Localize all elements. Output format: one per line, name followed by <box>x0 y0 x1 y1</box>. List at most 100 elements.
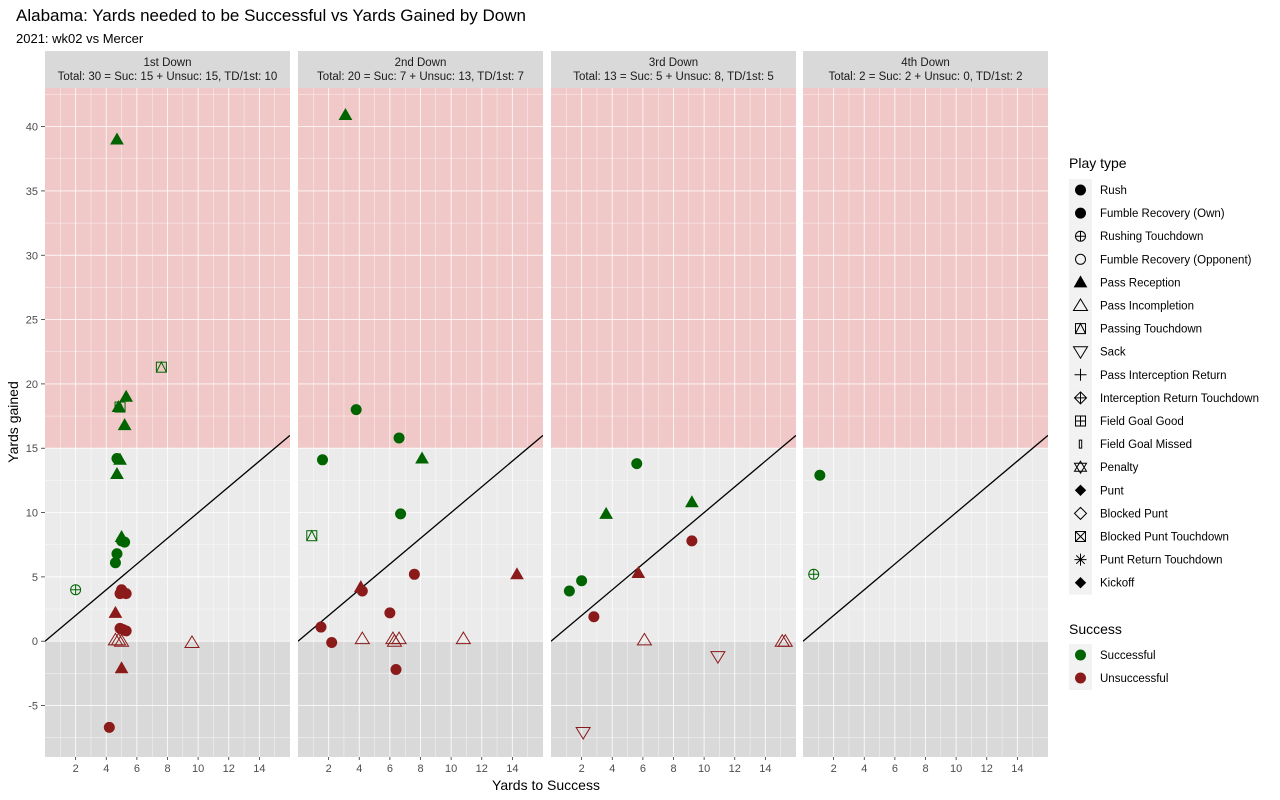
facet-label: 2nd Down <box>395 57 447 69</box>
facet-strip <box>45 51 290 88</box>
legend-item-label: Penalty <box>1100 462 1139 474</box>
data-point <box>119 389 134 402</box>
legend-item-label: Field Goal Good <box>1100 416 1184 428</box>
data-point <box>777 633 794 647</box>
legend: Play type Rush Fumble Recovery (Own) Rushi… <box>1069 155 1259 690</box>
facet-panel-3: 3rd Down Total: 13 = Suc: 5 + Unsuc: 8, T… <box>551 51 796 757</box>
data-point <box>306 529 318 542</box>
legend-item-label: Interception Return Touchdown <box>1100 393 1259 405</box>
legend-title-play-type: Play type <box>1069 155 1127 171</box>
facet-panels: 1st Down Total: 30 = Suc: 15 + Unsuc: 15,… <box>45 51 1048 757</box>
legend-key-asterisk <box>1074 553 1087 566</box>
legend-key-bg <box>1069 294 1092 318</box>
x-tick-label: 6 <box>134 763 140 775</box>
data-point <box>384 607 396 619</box>
x-tick-label: 8 <box>417 763 423 775</box>
data-point <box>395 508 407 520</box>
legend-color-key <box>1075 649 1086 661</box>
legend-item-label: Pass Reception <box>1100 277 1181 289</box>
facet-panel-4: 4th Down Total: 2 = Suc: 2 + Unsuc: 0, TD… <box>803 51 1048 757</box>
x-tick-label: 10 <box>698 763 710 775</box>
x-tick-label: 14 <box>506 763 518 775</box>
legend-color-key <box>1075 672 1086 684</box>
facet-summary: Total: 13 = Suc: 5 + Unsuc: 8, TD/1st: 5 <box>573 71 774 83</box>
legend-key-triangle-down-open <box>1072 346 1089 360</box>
data-point <box>103 721 115 733</box>
legend-key-plus <box>1074 368 1087 381</box>
legend-key-diamond-filled <box>1074 576 1087 589</box>
data-point <box>155 361 167 373</box>
legend-item-label: Pass Incompletion <box>1100 301 1194 313</box>
data-point <box>317 454 328 466</box>
data-point <box>686 535 698 547</box>
data-point <box>114 400 126 413</box>
data-point <box>119 536 131 548</box>
data-points <box>306 108 524 676</box>
x-tick-label: 14 <box>253 763 265 775</box>
y-tick-label: -5 <box>28 701 38 713</box>
legend-key-diamond-open <box>1073 506 1088 521</box>
data-point <box>386 633 403 647</box>
legend-item-label: Pass Interception Return <box>1100 370 1227 382</box>
data-point <box>109 557 121 569</box>
data-point <box>599 506 613 519</box>
legend-key-bg <box>1069 433 1092 457</box>
legend-item-label: Fumble Recovery (Own) <box>1100 208 1225 220</box>
x-tick-label: 10 <box>445 763 457 775</box>
data-point <box>117 418 132 431</box>
facet-strip <box>803 51 1048 88</box>
y-tick-label: 15 <box>26 443 38 455</box>
x-tick-label: 6 <box>640 763 646 775</box>
y-tick-label: 35 <box>26 186 38 198</box>
data-points <box>70 132 200 733</box>
x-tick-label: 2 <box>73 763 79 775</box>
x-tick-label: 8 <box>164 763 170 775</box>
facet-label: 1st Down <box>144 57 192 69</box>
data-point <box>184 635 200 648</box>
data-point <box>108 605 123 618</box>
legend-item-label: Rush <box>1100 185 1127 197</box>
x-tick-label: 8 <box>922 763 928 775</box>
facet-strip <box>551 51 796 88</box>
data-point <box>326 636 338 648</box>
data-points <box>808 469 826 580</box>
data-point <box>631 566 646 579</box>
x-tick-label: 14 <box>1011 763 1023 775</box>
data-point <box>390 664 402 676</box>
legend-key-star-of-david <box>1073 460 1088 475</box>
data-point <box>588 611 600 623</box>
data-point <box>120 625 132 637</box>
facet-summary: Total: 20 = Suc: 7 + Unsuc: 13, TD/1st: … <box>317 71 524 83</box>
legend-key-bg <box>1069 248 1092 272</box>
data-point <box>114 661 129 674</box>
data-point <box>576 575 588 587</box>
legend-key-circle-open <box>1075 253 1086 265</box>
data-point <box>510 567 524 580</box>
data-point <box>455 631 472 645</box>
legend-key-diamond-filled <box>1074 484 1087 497</box>
y-tick-label: 20 <box>26 379 38 391</box>
x-tick-label: 4 <box>861 763 867 775</box>
facet-label: 4th Down <box>901 57 950 69</box>
x-tick-label: 4 <box>356 763 362 775</box>
legend-item-label: Punt <box>1100 485 1124 497</box>
data-point <box>575 727 592 741</box>
data-point <box>636 632 653 646</box>
legend-key-bg <box>1069 502 1092 526</box>
legend-item-label: Unsuccessful <box>1100 673 1168 685</box>
data-point <box>391 631 407 645</box>
data-point <box>563 585 575 597</box>
legend-key-circle-filled <box>1075 207 1086 219</box>
x-tick-label: 12 <box>981 763 993 775</box>
facet-strip <box>298 51 543 88</box>
legend-key-square-plus <box>1075 415 1086 427</box>
data-point <box>113 452 127 465</box>
legend-item-label: Blocked Punt Touchdown <box>1100 532 1229 544</box>
legend-item-label: Passing Touchdown <box>1100 324 1202 336</box>
facet-panel-2: 2nd Down Total: 20 = Suc: 7 + Unsuc: 13, … <box>298 51 543 757</box>
chart-subtitle: 2021: wk02 vs Mercer <box>16 31 144 46</box>
data-points <box>563 458 794 741</box>
legend-item-label: Blocked Punt <box>1100 508 1169 520</box>
y-tick-label: 10 <box>26 508 38 520</box>
reference-line <box>298 434 543 642</box>
